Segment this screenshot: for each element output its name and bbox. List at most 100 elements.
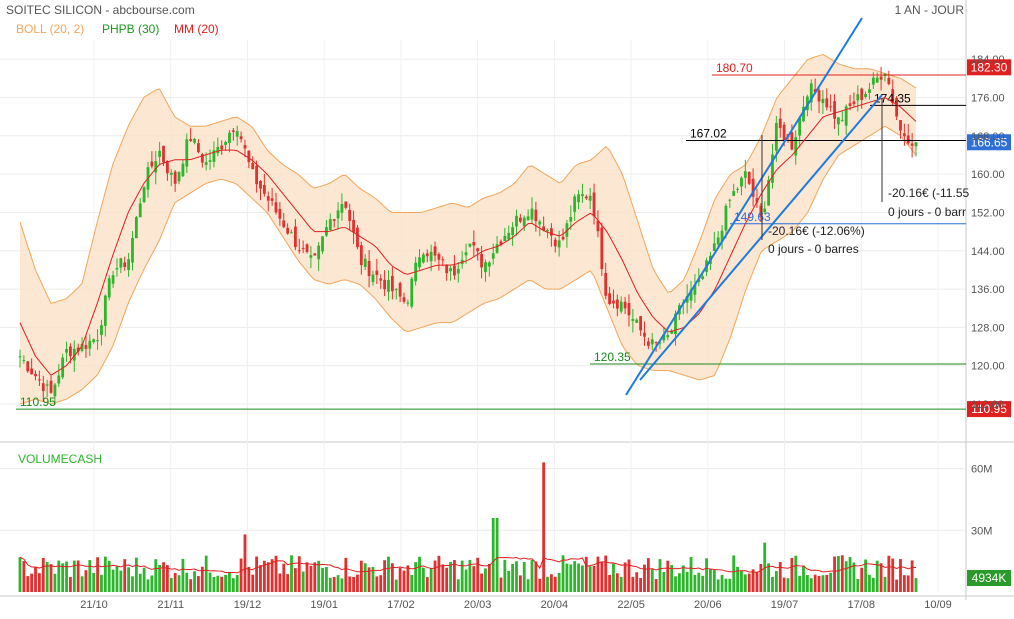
candle-body (674, 313, 677, 335)
volume-bar (231, 578, 235, 592)
volume-bar (817, 575, 821, 592)
volume-bar (767, 563, 771, 592)
candle-body (231, 130, 235, 132)
candle-body (115, 268, 119, 270)
time-tick-label: 19/07 (771, 599, 799, 611)
volume-bar (910, 560, 914, 592)
volume-bar (534, 561, 538, 592)
candle-body (604, 272, 608, 296)
volume-bar (162, 562, 165, 592)
candle-body (165, 160, 169, 174)
candle-body (623, 301, 627, 309)
volume-bar (891, 558, 895, 592)
candle-body (375, 270, 379, 275)
candle-body (390, 275, 394, 292)
volume-bar (790, 557, 794, 592)
volume-bar (778, 561, 782, 592)
volume-bar (169, 577, 173, 592)
volume-bar (45, 562, 49, 592)
candle-body (72, 348, 76, 361)
volume-bar (460, 560, 464, 592)
volume-bar (495, 517, 499, 592)
volume-bar (491, 517, 495, 592)
candle-body (732, 191, 736, 196)
candle-body (239, 136, 243, 140)
volume-bar (84, 570, 88, 592)
candle-body (755, 198, 759, 203)
volume-bar (363, 563, 367, 592)
volume-bar (631, 576, 635, 592)
volume-bar (247, 566, 251, 592)
volume-bar (41, 557, 45, 592)
volume-bar (600, 561, 604, 592)
candle-body (569, 216, 573, 222)
candle-body (394, 288, 398, 291)
volume-bar (906, 575, 910, 592)
volume-bar (131, 576, 134, 592)
candle-body (371, 274, 375, 282)
candle-body (658, 342, 662, 344)
volume-bar (802, 565, 805, 592)
volume-bar (425, 577, 429, 592)
candle-body (367, 261, 371, 277)
candle-body (910, 143, 914, 146)
volume-bar (57, 560, 61, 592)
volume-bar (456, 579, 460, 592)
volume-bar (127, 567, 131, 592)
volume-bar (879, 563, 883, 592)
volume-bar (197, 576, 200, 592)
candle-body (363, 258, 367, 267)
candle-body (751, 178, 755, 197)
candle-body (150, 161, 154, 167)
volume-bar (262, 560, 266, 592)
volume-bar (709, 568, 712, 592)
volume-bar (375, 576, 379, 592)
price-badge-label: 182.30 (971, 60, 1008, 74)
volume-bar (286, 574, 290, 592)
candle-body (891, 89, 895, 104)
volume-bar (476, 557, 480, 592)
volume-bar (433, 560, 437, 592)
candle-body (689, 289, 693, 301)
volume-bar (875, 560, 879, 592)
candle-body (456, 268, 460, 274)
volume-tick-label: 60M (971, 464, 992, 476)
candle-body (169, 172, 173, 175)
volume-bar (728, 578, 732, 592)
volume-bar (503, 559, 507, 592)
candle-body (127, 259, 131, 271)
volume-bar (774, 571, 778, 592)
volume-bar (472, 566, 476, 592)
candle-body (821, 98, 825, 104)
candle-body (309, 255, 313, 258)
candle-body (220, 145, 224, 150)
volume-bar (522, 562, 526, 592)
volume-bar (677, 573, 681, 592)
candle-body (627, 303, 631, 316)
candle-body (577, 194, 580, 203)
moving-average-line (19, 96, 917, 376)
candle-body (476, 248, 480, 252)
volume-bar (825, 574, 829, 592)
candle-body (837, 117, 840, 125)
candle-body (631, 318, 635, 321)
candle-body (635, 319, 639, 323)
volume-bar (414, 562, 418, 592)
price-badge (967, 401, 1011, 418)
candle-body (18, 356, 22, 358)
candle-body (96, 340, 99, 342)
candle-body (860, 88, 864, 100)
volume-bar (185, 572, 189, 592)
candle-body (22, 360, 26, 362)
candle-body (317, 245, 321, 260)
volume-bar (387, 556, 390, 592)
candle-body (162, 145, 165, 163)
candle-body (297, 250, 301, 252)
volume-bar (666, 560, 670, 592)
candle-body (429, 251, 433, 262)
candle-body (503, 235, 507, 242)
candle-body (798, 118, 802, 136)
annotation-label: 180.70 (716, 61, 753, 75)
volume-bar (204, 555, 208, 592)
